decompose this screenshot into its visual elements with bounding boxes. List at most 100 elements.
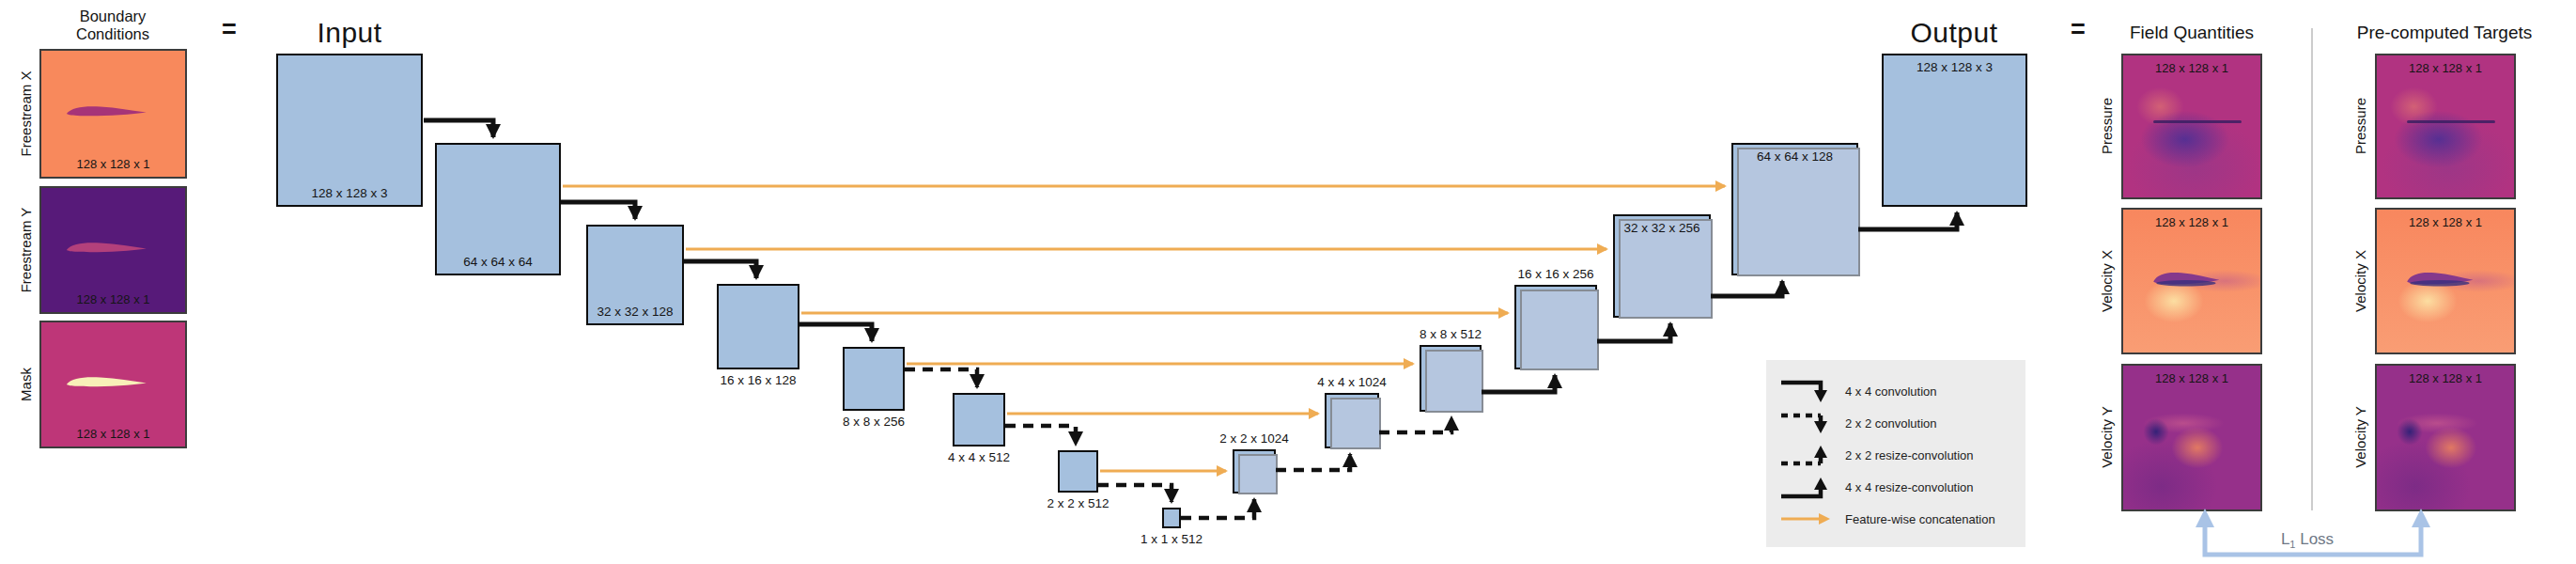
- unet-box-dec-32: 32 x 32 x 256: [1613, 214, 1711, 318]
- unet-box-label: 2 x 2 x 1024: [1219, 431, 1289, 446]
- unet-box-label: 128 x 128 x 3: [311, 186, 387, 200]
- unet-box-label: 32 x 32 x 128: [597, 305, 673, 319]
- image-size-caption: 128 x 128 x 1: [2123, 61, 2260, 75]
- input-title: Input: [274, 17, 425, 49]
- unet-box-enc-8: 8 x 8 x 256: [843, 347, 905, 411]
- conv-arrow-64-32: [561, 202, 635, 219]
- conv-arrow-16-8: [799, 324, 872, 341]
- unet-box-dec-4: 4 x 4 x 1024: [1325, 393, 1379, 448]
- resize-arrow-4-8: [1379, 417, 1451, 432]
- airfoil-shape: [2150, 269, 2222, 288]
- unet-box-label: 2 x 2 x 512: [1047, 496, 1109, 510]
- image-size-caption: 128 x 128 x 1: [2377, 61, 2514, 75]
- unet-box-dec-64: 64 x 64 x 128: [1731, 143, 1858, 275]
- field-quantities-header: Field Quantities: [2098, 23, 2286, 43]
- airfoil-shape: [2404, 269, 2475, 288]
- target-velocity-y-label: Velocity Y: [2348, 365, 2372, 510]
- unet-box-dec-16: 16 x 16 x 256: [1514, 285, 1597, 369]
- target-pressure-label: Pressure: [2348, 54, 2372, 199]
- unet-box-label: 16 x 16 x 256: [1517, 267, 1593, 281]
- resize2-arrow-icon: [1779, 441, 1834, 469]
- target-velocity-x-image: 128 x 128 x 1: [2375, 208, 2516, 354]
- l1-loss-label: L1 Loss: [2242, 530, 2373, 550]
- resize-arrow-64-output: [1858, 212, 1957, 229]
- unet-box-label: 4 x 4 x 1024: [1317, 375, 1387, 389]
- legend-item: Feature-wise concatenation: [1779, 503, 2025, 535]
- loss-word: Loss: [2300, 530, 2334, 548]
- loss-arrow-up-right: [2412, 509, 2430, 527]
- unet-box-enc-64: 64 x 64 x 64: [435, 143, 561, 275]
- image-size-caption: 128 x 128 x 1: [2377, 215, 2514, 229]
- field-velocity-x-label: Velocity X: [2094, 209, 2118, 354]
- equals-sign-left: =: [213, 15, 245, 44]
- legend-item: 2 x 2 convolution: [1779, 407, 2025, 439]
- legend-item: 2 x 2 resize-convolution: [1779, 439, 2025, 471]
- conv4-arrow-icon: [1779, 377, 1834, 405]
- mask-label: Mask: [13, 320, 38, 449]
- unet-box-label: 32 x 32 x 256: [1623, 221, 1699, 235]
- resize-arrow-8-16: [1482, 375, 1555, 392]
- legend-label: 4 x 4 convolution: [1845, 384, 1937, 399]
- resize-arrow-32-64: [1711, 281, 1782, 296]
- conv-arrow-input-64: [424, 120, 493, 137]
- unet-box-label: 1 x 1 x 512: [1141, 532, 1203, 546]
- unet-box-label: 64 x 64 x 64: [463, 255, 533, 269]
- field-velocity-y-image: 128 x 128 x 1: [2121, 364, 2262, 511]
- resize-arrow-1-2: [1181, 499, 1254, 518]
- airfoil-shape: [63, 240, 149, 255]
- image-size-caption: 128 x 128 x 1: [41, 427, 185, 441]
- concat-arrow-icon: [1779, 505, 1834, 533]
- unet-box-label: 128 x 128 x 3: [1916, 60, 1993, 74]
- freestream-x-image: 128 x 128 x 1: [39, 49, 187, 179]
- unet-architecture-diagram: Boundary Conditions = 128 x 128 x 1 Free…: [0, 0, 2576, 564]
- output-title: Output: [1879, 17, 2029, 49]
- equals-sign-right: =: [2062, 15, 2094, 44]
- loss-symbol: L: [2281, 530, 2289, 548]
- unet-box-input: 128 x 128 x 3: [276, 54, 423, 207]
- unet-box-dec-8: 8 x 8 x 512: [1420, 345, 1482, 412]
- field-pressure-image: 128 x 128 x 1: [2121, 54, 2262, 199]
- unet-box-label: 64 x 64 x 128: [1757, 149, 1833, 164]
- resize-arrow-16-32: [1597, 323, 1670, 341]
- legend-label: Feature-wise concatenation: [1845, 512, 1995, 526]
- pressure-shock-line: [2153, 120, 2241, 123]
- image-size-caption: 128 x 128 x 1: [2377, 371, 2514, 385]
- target-pressure-image: 128 x 128 x 1: [2375, 54, 2516, 199]
- freestream-y-image: 128 x 128 x 1: [39, 186, 187, 314]
- unet-box-label: 8 x 8 x 512: [1420, 327, 1482, 341]
- legend-item: 4 x 4 resize-convolution: [1779, 471, 2025, 503]
- resize-arrow-2-4: [1276, 454, 1350, 470]
- mask-image: 128 x 128 x 1: [39, 321, 187, 448]
- unet-box-enc-4: 4 x 4 x 512: [953, 393, 1005, 446]
- conv-arrow-4-2: [1005, 426, 1076, 445]
- image-size-caption: 128 x 128 x 1: [2123, 215, 2260, 229]
- freestream-x-label: Freestream X: [13, 49, 38, 179]
- image-size-caption: 128 x 128 x 1: [41, 292, 185, 306]
- image-size-caption: 128 x 128 x 1: [41, 157, 185, 171]
- precomputed-targets-header: Pre-computed Targets: [2322, 23, 2567, 43]
- field-pressure-label: Pressure: [2094, 54, 2118, 199]
- boundary-conditions-title: Boundary Conditions: [42, 8, 183, 44]
- resize4-arrow-icon: [1779, 473, 1834, 501]
- legend-label: 2 x 2 resize-convolution: [1845, 448, 1974, 462]
- pressure-shock-line: [2407, 120, 2494, 123]
- column-divider: [2311, 28, 2313, 510]
- unet-box-label: 8 x 8 x 256: [843, 415, 905, 429]
- target-velocity-x-label: Velocity X: [2348, 209, 2372, 354]
- image-size-caption: 128 x 128 x 1: [2123, 371, 2260, 385]
- conv-arrow-8-4: [905, 369, 977, 387]
- legend-item: 4 x 4 convolution: [1779, 375, 2025, 407]
- conv-arrow-2-1: [1098, 485, 1172, 502]
- airfoil-shape: [63, 374, 149, 389]
- unet-box-enc-16: 16 x 16 x 128: [717, 284, 799, 369]
- legend-label: 4 x 4 resize-convolution: [1845, 480, 1974, 494]
- freestream-y-label: Freestream Y: [13, 185, 38, 315]
- airfoil-shape: [63, 103, 149, 118]
- unet-box-bottleneck-1: 1 x 1 x 512: [1162, 508, 1181, 528]
- field-velocity-x-image: 128 x 128 x 1: [2121, 208, 2262, 354]
- conv2-arrow-icon: [1779, 409, 1834, 437]
- loss-arrow-up-left: [2196, 509, 2214, 527]
- target-velocity-y-image: 128 x 128 x 1: [2375, 364, 2516, 511]
- unet-box-dec-2: 2 x 2 x 1024: [1233, 449, 1276, 494]
- unet-box-enc-32: 32 x 32 x 128: [586, 225, 684, 325]
